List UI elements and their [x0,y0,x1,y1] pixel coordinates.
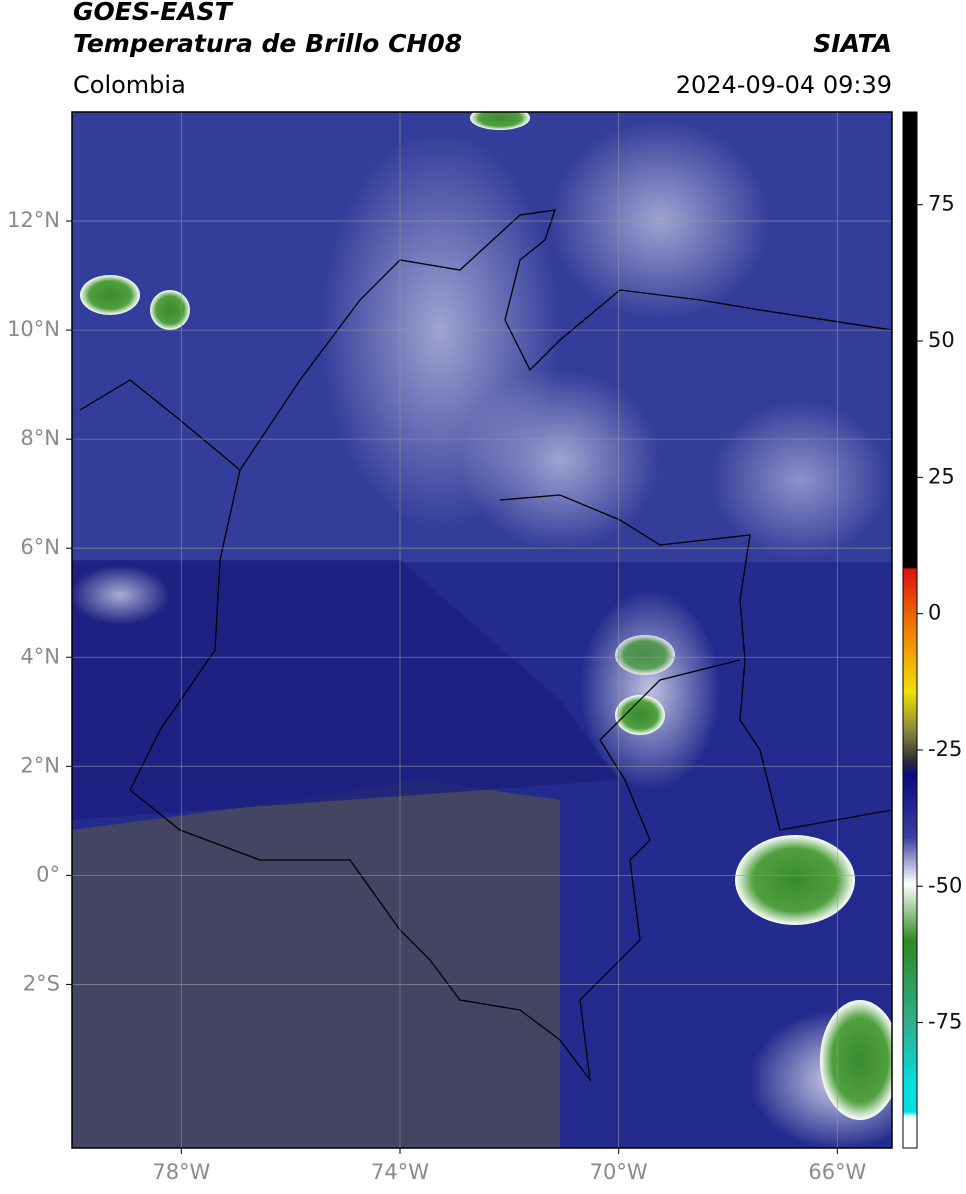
satellite: GOES-EAST [73,0,234,26]
colorbar-label: 50 [928,328,955,352]
y-tick-label: 2°S [23,971,60,995]
y-tick-label: 10°N [7,317,60,341]
axes: 78°W 74°W 70°W 66°W 12°N 10°N 8°N 6°N 4°N 2°N 0° 2°… [7,112,962,1184]
y-tick-label: 6°N [20,535,60,559]
colorbar [902,111,918,1149]
colorbar-label: 25 [928,464,955,488]
region: Colombia [73,71,186,99]
colorbar-label: -50 [928,873,962,897]
y-tick-label: 4°N [20,644,60,668]
colorbar-label: -25 [928,737,962,761]
colorbar-label: 75 [928,192,955,216]
colorbar-label: -75 [928,1010,962,1034]
y-tick-label: 12°N [7,208,60,232]
colorbar-label: 0 [928,601,941,625]
y-tick-label: 8°N [20,426,60,450]
map-frame [71,111,893,1149]
product: Temperatura de Brillo CH08 [73,29,462,58]
x-tick-label: 70°W [590,1160,648,1184]
y-tick-label: 2°N [20,753,60,777]
source: SIATA [813,29,892,58]
x-tick-label: 66°W [808,1160,866,1184]
x-tick-label: 74°W [371,1160,429,1184]
y-tick-label: 0° [36,862,60,886]
datetime: 2024-09-04 09:39 [676,71,892,99]
x-tick-label: 78°W [152,1160,210,1184]
map-image [72,112,892,1148]
